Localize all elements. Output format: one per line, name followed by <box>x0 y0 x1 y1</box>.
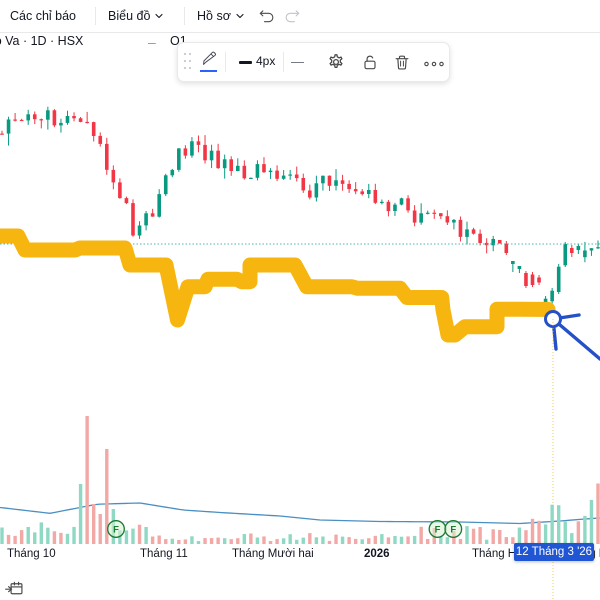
svg-text:F: F <box>113 524 119 535</box>
svg-text:F: F <box>435 524 441 535</box>
svg-text:F: F <box>450 524 456 535</box>
